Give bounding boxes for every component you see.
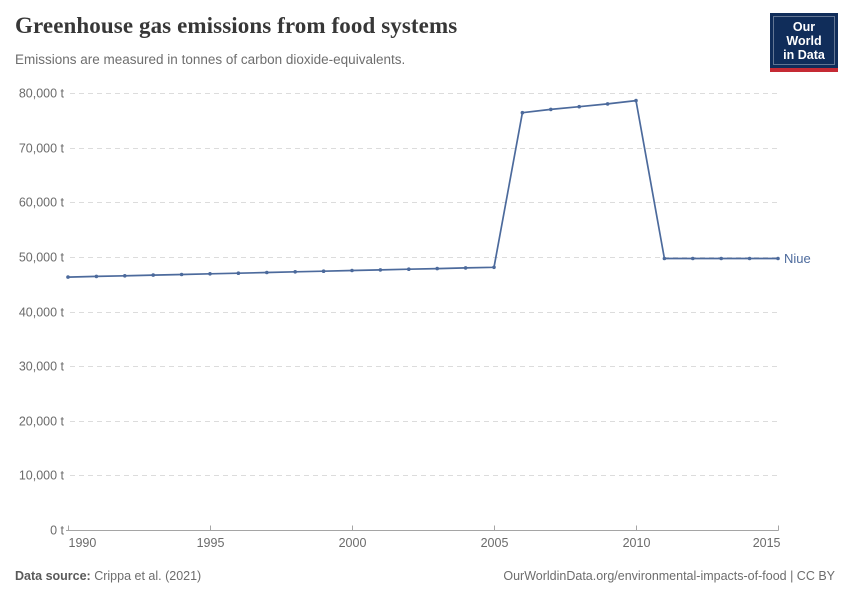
svg-text:80,000 t: 80,000 t bbox=[19, 87, 65, 101]
owid-logo-line2: in Data bbox=[783, 48, 825, 62]
data-source-label: Data source: bbox=[15, 569, 91, 583]
svg-text:50,000 t: 50,000 t bbox=[19, 251, 65, 265]
svg-text:2015: 2015 bbox=[753, 536, 781, 550]
svg-text:2005: 2005 bbox=[481, 536, 509, 550]
svg-text:10,000 t: 10,000 t bbox=[19, 469, 65, 483]
chart-footer: Data source: Crippa et al. (2021) OurWor… bbox=[15, 569, 835, 583]
svg-text:70,000 t: 70,000 t bbox=[19, 142, 65, 156]
svg-text:40,000 t: 40,000 t bbox=[19, 306, 65, 320]
svg-text:2000: 2000 bbox=[339, 536, 367, 550]
svg-text:30,000 t: 30,000 t bbox=[19, 360, 65, 374]
svg-text:1995: 1995 bbox=[197, 536, 225, 550]
data-source: Data source: Crippa et al. (2021) bbox=[15, 569, 201, 583]
svg-text:1990: 1990 bbox=[69, 536, 97, 550]
svg-text:20,000 t: 20,000 t bbox=[19, 415, 65, 429]
owid-logo-line1: Our World bbox=[786, 20, 822, 48]
footer-link: OurWorldinData.org/environmental-impacts… bbox=[503, 569, 835, 583]
chart-title: Greenhouse gas emissions from food syste… bbox=[15, 13, 458, 38]
series-entity-label: Niue bbox=[784, 251, 811, 266]
data-source-value: Crippa et al. (2021) bbox=[90, 569, 202, 583]
owid-logo: Our World in Data bbox=[770, 13, 838, 72]
owid-logo-text: Our World in Data bbox=[773, 16, 835, 65]
chart-subtitle: Emissions are measured in tonnes of carb… bbox=[15, 52, 406, 67]
svg-text:0 t: 0 t bbox=[50, 524, 64, 538]
svg-text:2010: 2010 bbox=[623, 536, 651, 550]
svg-text:60,000 t: 60,000 t bbox=[19, 196, 65, 210]
